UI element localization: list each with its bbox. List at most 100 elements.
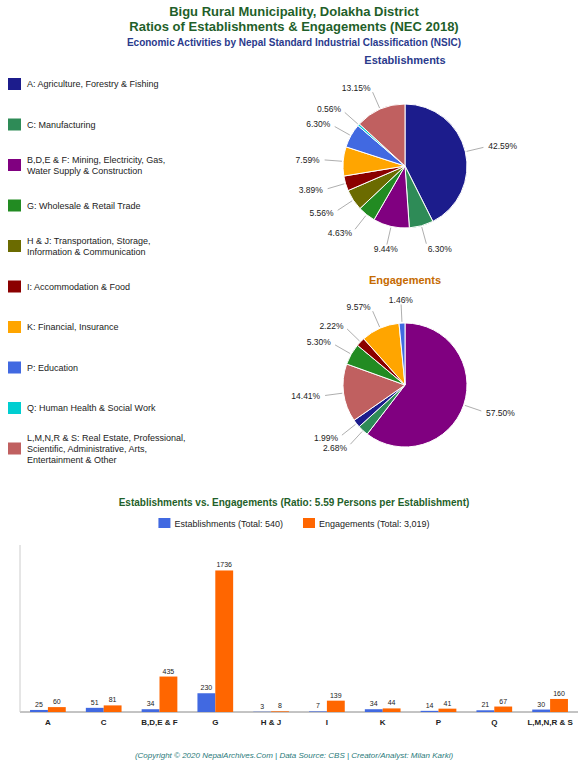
data-label: 1.46%	[389, 295, 414, 305]
chart-root: Bigu Rural Municipality, Dolakha Distric…	[0, 0, 588, 768]
x-tick-label: Q	[491, 718, 497, 727]
leader-line	[373, 92, 380, 108]
bar	[253, 711, 271, 712]
data-label: 139	[330, 692, 342, 699]
data-label: 30	[537, 701, 545, 708]
text-line: Water Supply & Construction	[27, 166, 142, 176]
bar	[30, 710, 48, 712]
x-tick-label: C	[101, 718, 107, 727]
data-label: 160	[553, 690, 565, 697]
bar	[215, 570, 233, 712]
x-tick-label: P	[436, 718, 442, 727]
bar	[48, 707, 66, 712]
bar	[104, 705, 122, 712]
y-axis-line	[20, 545, 21, 712]
data-label: 9.57%	[347, 302, 372, 312]
leader-line	[355, 216, 366, 230]
leader-line	[338, 201, 352, 211]
bar-marks	[30, 570, 568, 712]
data-label: 25	[35, 701, 43, 708]
text-line: P: Education	[27, 363, 78, 373]
leader-line	[347, 329, 359, 341]
data-label: 8	[278, 702, 282, 709]
pie-slice	[364, 323, 405, 385]
bar	[365, 709, 383, 712]
data-label: 3	[260, 703, 264, 710]
x-tick-label: I	[326, 718, 328, 727]
legend-label: H & J: Transportation, Storage,Informati…	[27, 236, 151, 257]
text-line: Entertainment & Other	[27, 455, 117, 465]
leader-line	[325, 160, 342, 161]
legend-label: K: Financial, Insurance	[27, 322, 119, 332]
x-tick-label: K	[380, 718, 386, 727]
data-label: 5.56%	[309, 208, 334, 218]
data-label: 230	[201, 684, 213, 691]
text-line: A: Agriculture, Forestry & Fishing	[27, 79, 159, 89]
data-label: 2.22%	[319, 321, 344, 331]
legend-swatch	[8, 362, 21, 374]
data-label: 14.41%	[291, 391, 320, 401]
legend: Establishments (Total: 540)Engagements (…	[158, 518, 429, 529]
legend-label: P: Education	[27, 363, 78, 373]
text-line: B,D,E & F: Mining, Electricity, Gas,	[27, 155, 165, 165]
data-label: 7.59%	[296, 155, 321, 165]
legend-label: Establishments (Total: 540)	[174, 519, 283, 529]
data-label: 41	[444, 700, 452, 707]
data-label: 435	[163, 668, 175, 675]
legend-swatch	[8, 78, 21, 90]
legend-label: G: Wholesale & Retail Trade	[27, 201, 141, 211]
legend-swatch	[8, 119, 21, 131]
footer-text: (Copyright © 2020 NepalArchives.Com | Da…	[135, 751, 454, 760]
bar	[439, 709, 457, 712]
legend-swatch	[8, 321, 21, 333]
data-label: 13.15%	[342, 83, 371, 93]
bar	[550, 699, 568, 712]
leader-line	[342, 424, 356, 435]
leader-line	[325, 393, 342, 395]
data-label: 6.30%	[428, 244, 453, 254]
leader-line	[328, 184, 345, 189]
data-label: 1736	[216, 561, 232, 568]
data-label: 5.30%	[307, 337, 332, 347]
pie-chart: Engagements57.50%2.68%1.99%14.41%5.30%2.…	[291, 274, 515, 453]
background	[0, 0, 588, 768]
legend-swatch	[8, 443, 21, 455]
legend-swatch	[303, 518, 315, 528]
legend-label: Q: Human Health & Social Work	[27, 403, 156, 413]
data-label: 44	[388, 699, 396, 706]
legend-label: L,M,N,R & S: Real Estate, Professional,S…	[27, 433, 186, 465]
bar	[309, 711, 327, 712]
data-label: 7	[316, 702, 320, 709]
data-label: 3.89%	[299, 185, 324, 195]
data-label: 60	[53, 698, 61, 705]
data-label: 21	[481, 701, 489, 708]
x-tick-label: L,M,N,R & S	[527, 718, 573, 727]
data-label: 6.30%	[306, 119, 331, 129]
legend-swatch	[8, 200, 21, 212]
data-label: 4.63%	[328, 228, 353, 238]
pie-chart: Establishments42.59%6.30%9.44%4.63%5.56%…	[296, 54, 518, 254]
legend-swatch	[158, 518, 170, 528]
x-tick-label: A	[45, 718, 51, 727]
legend-label: I: Accommodation & Food	[27, 282, 130, 292]
text-line: C: Manufacturing	[27, 120, 96, 130]
x-tick-label: H & J	[261, 718, 281, 727]
text-line: L,M,N,R & S: Real Estate, Professional,	[27, 433, 186, 443]
bar	[532, 710, 550, 712]
data-label: 51	[91, 699, 99, 706]
bar	[383, 708, 401, 712]
pie-title: Establishments	[364, 54, 445, 66]
pie-slice	[359, 104, 405, 166]
legend-swatch	[8, 240, 21, 252]
bar	[86, 708, 104, 712]
data-label: 1.99%	[314, 433, 339, 443]
leader-line	[350, 432, 362, 445]
legend-label: C: Manufacturing	[27, 120, 96, 130]
bar	[476, 710, 494, 712]
leader-line	[373, 311, 380, 327]
header-text: Bigu Rural Municipality, Dolakha Distric…	[169, 4, 419, 19]
text-line: G: Wholesale & Retail Trade	[27, 201, 141, 211]
data-label: 67	[499, 698, 507, 705]
leader-line	[335, 127, 350, 135]
text-line: I: Accommodation & Food	[27, 282, 130, 292]
